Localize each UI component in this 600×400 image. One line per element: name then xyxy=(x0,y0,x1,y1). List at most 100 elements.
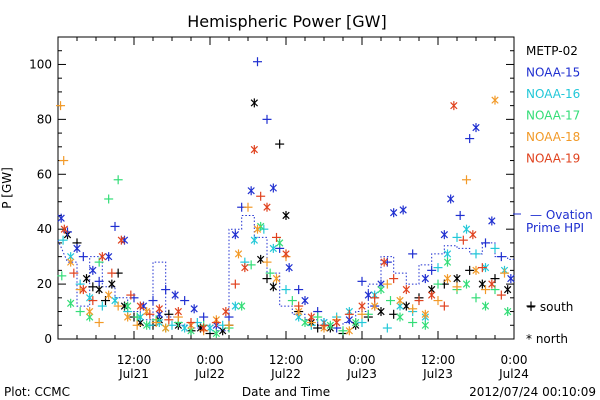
south-point xyxy=(110,221,120,231)
north-point xyxy=(443,257,452,267)
north-point xyxy=(124,301,132,311)
south-point xyxy=(408,249,418,259)
south-point xyxy=(126,290,136,300)
north-point xyxy=(396,312,404,322)
south-point xyxy=(88,296,98,306)
south-point xyxy=(433,263,443,273)
south-point xyxy=(132,312,142,322)
north-point xyxy=(263,202,271,212)
north-point xyxy=(124,312,132,322)
south-marker-icon xyxy=(526,301,536,311)
south-point xyxy=(113,175,123,185)
north-point xyxy=(380,257,388,267)
south-point xyxy=(344,309,354,319)
north-point xyxy=(443,249,452,259)
south-point xyxy=(151,318,161,328)
south-point xyxy=(69,268,79,278)
south-point xyxy=(94,276,104,286)
south-point xyxy=(57,271,67,281)
ovation-line xyxy=(57,215,514,332)
y-tick-label: 0 xyxy=(44,332,52,346)
south-point xyxy=(262,114,272,124)
north-point xyxy=(79,285,87,295)
north-point xyxy=(241,263,249,273)
legend-entry: NOAA-19 xyxy=(526,152,580,166)
north-point xyxy=(247,186,255,196)
north-point xyxy=(250,235,258,245)
south-point xyxy=(481,285,490,295)
south-point xyxy=(294,301,304,311)
north-point xyxy=(453,274,461,284)
x-tick-time-label: 0:00 xyxy=(197,353,224,367)
north-point xyxy=(86,307,94,317)
south-point xyxy=(230,279,240,289)
south-point xyxy=(56,101,66,111)
north-point xyxy=(67,298,75,308)
chart-title: Hemispheric Power [GW] xyxy=(187,12,386,31)
north-point xyxy=(301,318,309,328)
south-point xyxy=(319,320,329,330)
south-point xyxy=(97,301,107,311)
south-point xyxy=(294,285,304,295)
south-point xyxy=(490,243,500,253)
y-tick-label: 80 xyxy=(37,112,52,126)
north-point xyxy=(450,101,458,111)
south-point xyxy=(113,301,123,311)
north-point xyxy=(399,205,407,215)
north-point xyxy=(447,194,455,204)
north-point xyxy=(504,285,512,295)
north-point xyxy=(352,318,360,328)
south-point xyxy=(94,318,104,328)
north-point xyxy=(98,252,106,262)
series-noaa-18 xyxy=(56,95,509,336)
south-point xyxy=(465,265,475,275)
x-tick-date-label: Jul22 xyxy=(194,367,225,381)
north-point xyxy=(285,263,293,273)
marker-north-label: * north xyxy=(526,332,568,346)
north-point xyxy=(174,307,182,317)
north-point xyxy=(301,296,309,306)
north-point xyxy=(504,307,512,317)
north-point xyxy=(276,238,284,248)
plot-credit: Plot: CCMC xyxy=(4,385,70,399)
south-point xyxy=(58,235,68,245)
south-point xyxy=(439,301,449,311)
north-point xyxy=(57,213,65,223)
north-point xyxy=(390,208,398,218)
north-point xyxy=(488,216,496,226)
x-tick-time-label: 12:00 xyxy=(421,353,456,367)
south-point xyxy=(287,296,297,306)
north-point xyxy=(371,301,379,311)
south-point xyxy=(243,202,253,212)
north-point xyxy=(250,145,258,155)
north-point xyxy=(171,290,179,300)
north-point xyxy=(231,301,239,311)
south-point xyxy=(496,290,506,300)
south-point xyxy=(262,274,272,284)
south-point xyxy=(458,235,468,245)
north-point xyxy=(402,285,410,295)
x-tick-date-label: Jul23 xyxy=(346,367,377,381)
south-point xyxy=(414,296,424,306)
south-point xyxy=(382,323,392,333)
north-point xyxy=(117,235,125,245)
south-point xyxy=(272,232,281,242)
north-point xyxy=(181,323,189,333)
north-point xyxy=(269,243,277,253)
south-point xyxy=(389,274,399,284)
south-point xyxy=(477,263,487,273)
south-point xyxy=(338,326,348,336)
south-point xyxy=(496,252,506,262)
ovation-hpi-line xyxy=(57,215,514,332)
north-point xyxy=(421,274,429,284)
ovation-label-2: Prime HPI xyxy=(526,221,584,235)
south-point xyxy=(262,257,272,267)
north-point xyxy=(462,224,471,234)
north-point xyxy=(333,318,341,328)
north-point xyxy=(396,296,404,306)
ovation-label-1: — Ovation xyxy=(530,208,593,222)
north-point xyxy=(60,224,68,234)
south-point xyxy=(408,318,418,328)
north-point xyxy=(377,285,385,295)
north-point xyxy=(272,274,281,284)
